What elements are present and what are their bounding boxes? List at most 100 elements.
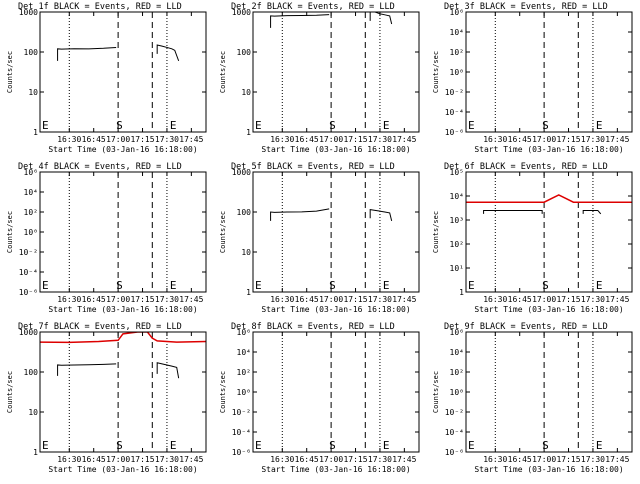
y-tick-label: 10⁻⁶: [445, 128, 464, 137]
time-marker-s: S: [116, 279, 123, 292]
x-axis-label: Start Time (03-Jan-16 16:18:00): [48, 465, 197, 474]
y-tick-label: 100: [237, 48, 252, 57]
x-axis-label: Start Time (03-Jan-16 16:18:00): [474, 465, 623, 474]
x-tick-label: 17:15: [130, 295, 154, 304]
y-tick-label: 10²: [24, 208, 38, 217]
x-tick-label: 16:45: [508, 135, 532, 144]
y-axis-label: Counts/sec: [219, 51, 227, 93]
series-events-segment-1: [483, 209, 543, 214]
chart-panel-5: 1 10 100 1000 16:30 16:45 17:00 17:15 17:30 17:45…: [219, 162, 420, 314]
x-tick-label: 16:45: [82, 135, 106, 144]
y-tick-label: 10⁰: [450, 68, 464, 77]
chart-title: Det 9f BLACK = Events, RED = LLD: [444, 322, 608, 332]
y-tick-label: 10⁻²: [445, 408, 464, 417]
x-tick-label: 17:45: [392, 455, 416, 464]
x-tick-label: 16:30: [57, 455, 81, 464]
x-tick-label: 17:30: [155, 135, 179, 144]
time-marker-s: S: [329, 119, 336, 132]
x-tick-label: 16:45: [82, 295, 106, 304]
x-tick-label: 17:30: [581, 135, 605, 144]
y-tick-label: 10⁴: [450, 348, 464, 357]
series-events-segment-1: [57, 46, 117, 61]
time-marker-e: E: [255, 119, 262, 132]
series-group: [57, 44, 180, 62]
time-marker-e: E: [170, 279, 177, 292]
y-tick-label: 10⁵: [450, 168, 464, 177]
time-marker-e: E: [468, 439, 475, 452]
y-tick-label: 1: [246, 128, 251, 137]
time-marker-e: E: [42, 439, 49, 452]
y-tick-label: 10²: [450, 368, 464, 377]
x-tick-label: 17:00: [106, 455, 130, 464]
y-tick-label: 10: [241, 88, 251, 97]
x-tick-label: 17:45: [179, 455, 203, 464]
y-tick-label: 1000: [232, 8, 251, 17]
x-tick-label: 17:00: [106, 135, 130, 144]
y-tick-label: 10⁶: [237, 328, 251, 337]
x-axis-label: Start Time (03-Jan-16 16:18:00): [474, 145, 623, 154]
time-marker-e: E: [383, 279, 390, 292]
time-marker-s: S: [542, 119, 549, 132]
x-tick-label: 17:30: [155, 455, 179, 464]
x-tick-label: 17:45: [605, 455, 629, 464]
x-tick-label: 16:45: [82, 455, 106, 464]
x-tick-label: 17:45: [179, 135, 203, 144]
y-tick-label: 1: [33, 128, 38, 137]
time-marker-e: E: [255, 439, 262, 452]
x-tick-label: 16:30: [57, 135, 81, 144]
plot-frame: [39, 331, 207, 453]
y-axis-label: Counts/sec: [6, 51, 14, 93]
plot-frame: [465, 171, 633, 293]
time-marker-e: E: [170, 119, 177, 132]
chart-title: Det 4f BLACK = Events, RED = LLD: [18, 162, 182, 172]
chart-title: Det 2f BLACK = Events, RED = LLD: [231, 2, 395, 12]
time-marker-s: S: [116, 119, 123, 132]
x-tick-label: 16:30: [270, 135, 294, 144]
y-tick-label: 10⁻⁶: [19, 288, 38, 297]
series-events-segment-1: [270, 14, 330, 28]
series-group: [270, 208, 393, 221]
x-axis-label: Start Time (03-Jan-16 16:18:00): [261, 145, 410, 154]
y-tick-label: 10⁴: [450, 28, 464, 37]
x-tick-label: 16:45: [295, 295, 319, 304]
chart-title: Det 8f BLACK = Events, RED = LLD: [231, 322, 395, 332]
chart-panel-2: 1 10 100 1000 16:30 16:45 17:00 17:15 17:30 17:45…: [219, 2, 420, 154]
y-tick-label: 10: [241, 248, 251, 257]
y-tick-label: 1000: [232, 168, 251, 177]
x-tick-label: 17:00: [532, 295, 556, 304]
y-tick-label: 10²: [237, 368, 251, 377]
time-marker-e: E: [468, 119, 475, 132]
y-tick-label: 1: [33, 448, 38, 457]
y-tick-label: 10⁰: [237, 388, 251, 397]
x-tick-label: 16:45: [295, 135, 319, 144]
x-axis-label: Start Time (03-Jan-16 16:18:00): [261, 305, 410, 314]
y-tick-label: 10⁻⁶: [445, 448, 464, 457]
x-axis-label: Start Time (03-Jan-16 16:18:00): [261, 465, 410, 474]
y-tick-label: 10⁻⁴: [232, 428, 251, 437]
time-marker-e: E: [42, 119, 49, 132]
chart-title: Det 5f BLACK = Events, RED = LLD: [231, 162, 395, 172]
y-tick-label: 1: [246, 288, 251, 297]
y-tick-label: 10⁻²: [19, 248, 38, 257]
series-group: [40, 332, 206, 379]
y-tick-label: 10⁻⁴: [445, 428, 464, 437]
time-marker-s: S: [329, 439, 336, 452]
y-axis-label: Counts/sec: [6, 371, 14, 413]
x-tick-label: 16:45: [508, 295, 532, 304]
y-tick-label: 10⁴: [450, 192, 464, 201]
plot-frame: [252, 11, 420, 133]
plot-frame: [39, 171, 207, 293]
time-marker-s: S: [116, 439, 123, 452]
y-axis-label: Counts/sec: [219, 211, 227, 253]
chart-panel-6: 1 10¹ 10² 10³ 10⁴ 10⁵ 16:30 16:45 17:00 17:15 17:3…: [432, 162, 633, 314]
y-tick-label: 100: [24, 48, 39, 57]
x-tick-label: 17:00: [319, 295, 343, 304]
x-tick-label: 17:15: [130, 135, 154, 144]
plot-frame: [252, 331, 420, 453]
y-tick-label: 10³: [450, 216, 464, 225]
x-tick-label: 17:15: [343, 135, 367, 144]
chart-panel-1: 1 10 100 1000 16:30 16:45 17:00 17:15 17:30 17:45…: [6, 2, 207, 154]
series-lld-segment-1: [466, 194, 632, 203]
time-marker-e: E: [255, 279, 262, 292]
